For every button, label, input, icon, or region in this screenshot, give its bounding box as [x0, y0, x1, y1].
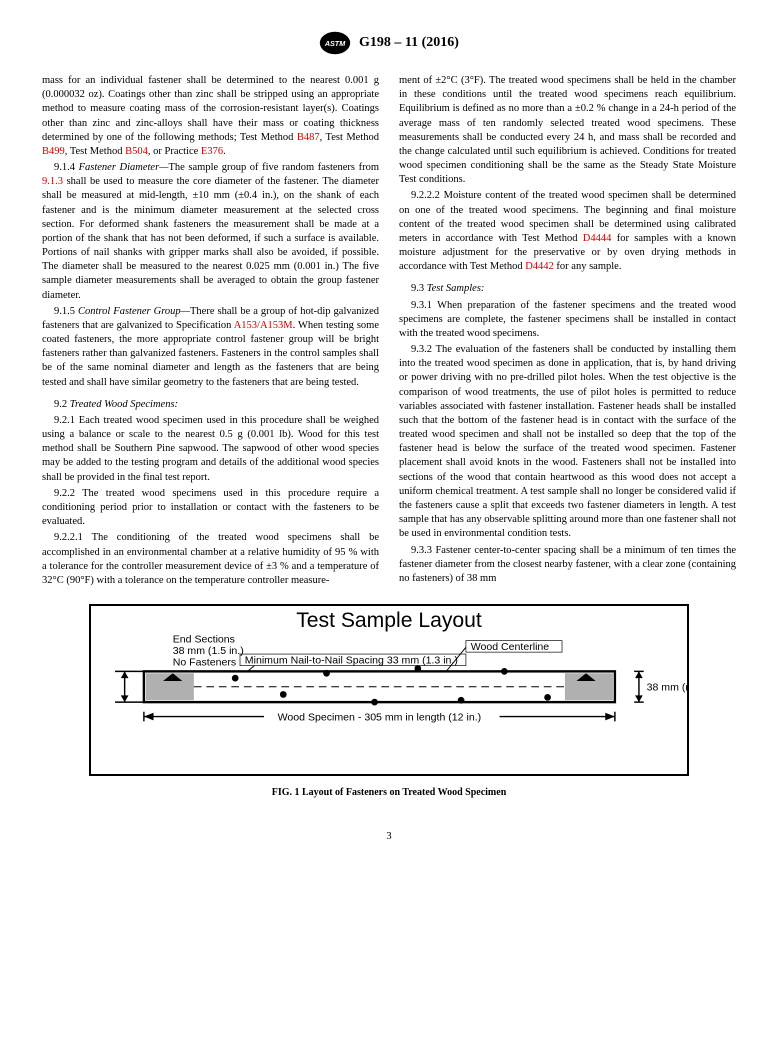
text: ment of ±2°C (3°F). The treated wood spe… [399, 75, 736, 185]
section-num: 9.2 [54, 399, 70, 410]
document-id: G198 – 11 (2016) [359, 34, 459, 53]
section-title: Treated Wood Specimens: [70, 399, 178, 410]
section-num: 9.2.2.2 [411, 190, 444, 201]
text: . [223, 146, 226, 157]
para-92: 9.2 Treated Wood Specimens: [42, 398, 379, 412]
section-num: 9.3.3 [411, 545, 435, 556]
link-d4444[interactable]: D4444 [583, 233, 612, 244]
link-d4442[interactable]: D4442 [525, 261, 554, 272]
end-sections-l2: 38 mm (1.5 in.) [173, 645, 244, 657]
para-933: 9.3.3 Fastener center-to-center spacing … [399, 544, 736, 587]
figure-title: Test Sample Layout [296, 609, 482, 632]
para-9221: 9.2.2.1 The conditioning of the treated … [42, 531, 379, 588]
text: The sample group of five random fastener… [169, 162, 380, 173]
page-number: 3 [42, 830, 736, 844]
link-a153[interactable]: A153/A153M [234, 320, 293, 331]
link-b504[interactable]: B504 [125, 146, 148, 157]
length-label: Wood Specimen - 305 mm in length (12 in.… [278, 711, 482, 723]
end-sections-l3: No Fasteners [173, 657, 236, 669]
figure-1: Test Sample Layout End Sections 38 mm (1… [89, 604, 689, 776]
para-9222: 9.2.2.2 Moisture content of the treated … [399, 189, 736, 274]
para-mass: mass for an individual fastener shall be… [42, 74, 379, 159]
section-title: Fastener Diameter— [79, 162, 169, 173]
para-921: 9.2.1 Each treated wood specimen used in… [42, 414, 379, 485]
text: , or Practice [148, 146, 201, 157]
para-ment: ment of ±2°C (3°F). The treated wood spe… [399, 74, 736, 187]
link-e376[interactable]: E376 [201, 146, 223, 157]
section-title: Test Samples: [427, 283, 485, 294]
end-sections-l1: End Sections [173, 634, 235, 646]
text: Fastener center-to-center spacing shall … [399, 545, 736, 584]
link-913[interactable]: 9.1.3 [42, 176, 63, 187]
spacing-label: Minimum Nail-to-Nail Spacing 33 mm (1.3 … [245, 655, 458, 667]
text: The conditioning of the treated wood spe… [42, 532, 379, 586]
left-column: mass for an individual fastener shall be… [42, 74, 379, 590]
height-label: 38 mm (nominal 2 in.) [647, 682, 689, 694]
link-b487[interactable]: B487 [297, 132, 320, 143]
para-931: 9.3.1 When preparation of the fastener s… [399, 299, 736, 342]
para-93: 9.3 Test Samples: [399, 282, 736, 296]
section-num: 9.1.5 [54, 306, 78, 317]
figure-caption: FIG. 1 Layout of Fasteners on Treated Wo… [272, 786, 507, 800]
section-num: 9.2.2 [54, 488, 82, 499]
link-b499[interactable]: B499 [42, 146, 65, 157]
section-num: 9.3.2 [411, 344, 436, 355]
text: The evaluation of the fasteners shall be… [399, 344, 736, 539]
text: When preparation of the fastener specime… [399, 300, 736, 339]
para-932: 9.3.2 The evaluation of the fasteners sh… [399, 343, 736, 541]
centerline-label: Wood Centerline [471, 641, 550, 653]
svg-text:ASTM: ASTM [324, 39, 346, 48]
text: for any sample. [554, 261, 622, 272]
content-columns: mass for an individual fastener shall be… [42, 74, 736, 590]
section-num: 9.1.4 [54, 162, 79, 173]
para-922: 9.2.2 The treated wood specimens used in… [42, 487, 379, 530]
figure-container: Test Sample Layout End Sections 38 mm (1… [42, 604, 736, 800]
section-num: 9.2.1 [54, 415, 79, 426]
section-num: 9.3 [411, 283, 427, 294]
section-num: 9.2.2.1 [54, 532, 92, 543]
right-column: ment of ±2°C (3°F). The treated wood spe… [399, 74, 736, 590]
text: The treated wood specimens used in this … [42, 488, 379, 527]
astm-logo: ASTM [319, 30, 351, 56]
text: , Test Method [320, 132, 379, 143]
para-914: 9.1.4 Fastener Diameter—The sample group… [42, 161, 379, 303]
text: , Test Method [65, 146, 125, 157]
section-num: 9.3.1 [411, 300, 437, 311]
section-title: Control Fastener Group— [78, 306, 190, 317]
page-header: ASTM G198 – 11 (2016) [42, 30, 736, 56]
text: shall be used to measure the core diamet… [42, 176, 379, 300]
text: Each treated wood specimen used in this … [42, 415, 379, 483]
para-915: 9.1.5 Control Fastener Group—There shall… [42, 305, 379, 390]
